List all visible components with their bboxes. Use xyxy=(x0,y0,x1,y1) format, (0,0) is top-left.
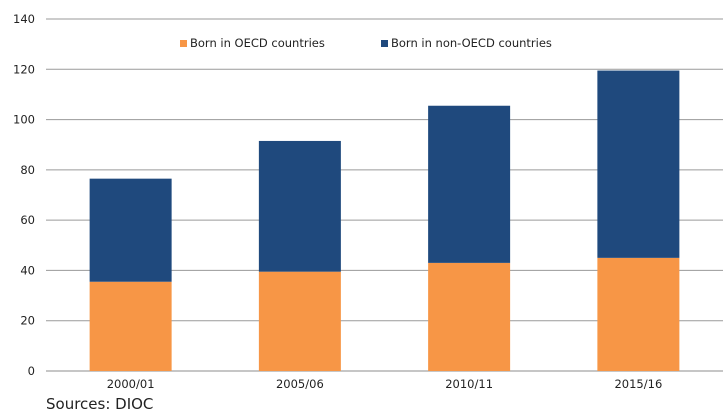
x-axis: 2000/01 2005/06 2010/11 2015/16 xyxy=(107,377,663,391)
legend-label-oecd: Born in OECD countries xyxy=(190,36,325,50)
bar-non-oecd xyxy=(597,70,680,258)
y-tick-label: 80 xyxy=(20,163,35,177)
legend-label-non-oecd: Born in non-OECD countries xyxy=(391,36,552,50)
bar-non-oecd xyxy=(89,178,172,282)
y-tick-label: 0 xyxy=(28,364,35,378)
y-axis: 0 20 40 60 80 100 120 140 xyxy=(13,12,35,378)
legend-swatch-oecd xyxy=(180,40,187,47)
y-tick-label: 60 xyxy=(20,213,35,227)
bar-oecd xyxy=(89,281,172,371)
y-tick-label: 20 xyxy=(20,314,35,328)
x-tick-label: 2000/01 xyxy=(107,377,155,391)
legend-swatch-non-oecd xyxy=(381,40,388,47)
bar-oecd xyxy=(428,262,511,371)
bar-oecd xyxy=(597,257,680,371)
legend: Born in OECD countries Born in non-OECD c… xyxy=(180,36,552,50)
y-tick-label: 40 xyxy=(20,263,35,277)
bar-oecd xyxy=(258,271,341,371)
x-tick-label: 2015/16 xyxy=(614,377,662,391)
x-tick-label: 2005/06 xyxy=(276,377,324,391)
y-tick-label: 140 xyxy=(13,12,35,26)
y-tick-label: 100 xyxy=(13,113,35,127)
bar-non-oecd xyxy=(258,140,341,272)
bars xyxy=(89,70,680,371)
source-note: Sources: DIOC xyxy=(46,395,154,413)
y-tick-label: 120 xyxy=(13,62,35,76)
bar-non-oecd xyxy=(428,105,511,263)
x-tick-label: 2010/11 xyxy=(445,377,493,391)
